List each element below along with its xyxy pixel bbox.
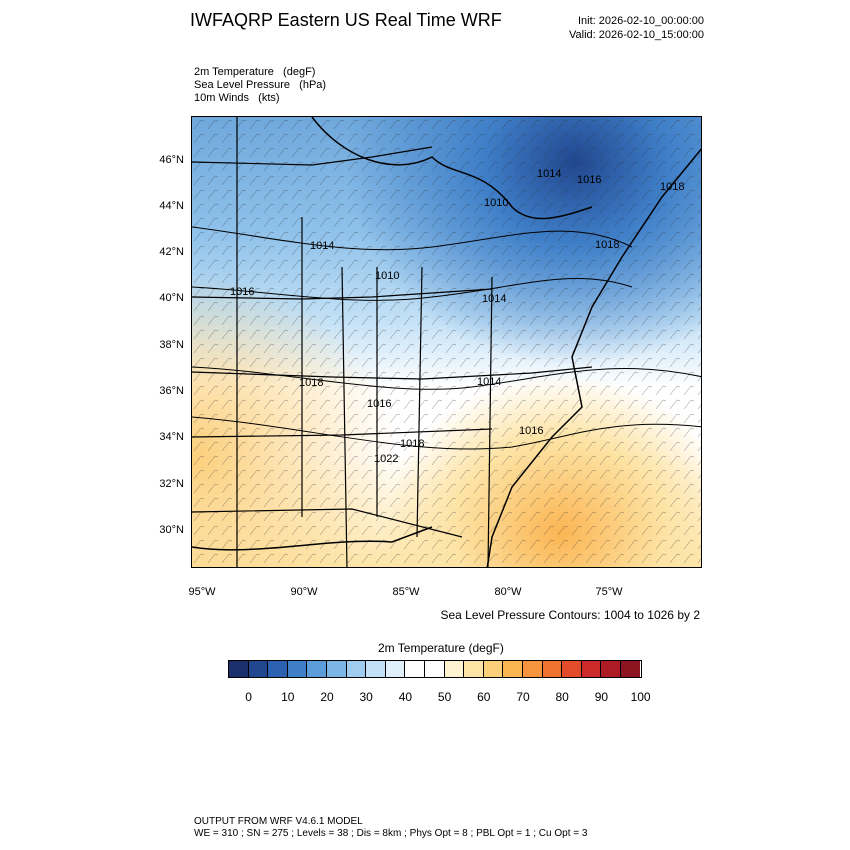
- colorbar-cell: [601, 661, 621, 677]
- contour-label: 1016: [519, 425, 543, 437]
- map-title: IWFAQRP Eastern US Real Time WRF: [190, 10, 502, 30]
- lon-tick-label: 80°W: [494, 586, 522, 598]
- colorbar-label: 90: [594, 690, 609, 704]
- lat-tick-label: 32°N: [159, 478, 184, 490]
- field-winds: 10m Winds (kts): [194, 92, 280, 104]
- model-footer: OUTPUT FROM WRF V4.6.1 MODEL WE = 310 ; …: [194, 816, 587, 840]
- lat-tick-label: 38°N: [159, 339, 184, 351]
- field-pressure: Sea Level Pressure (hPa): [194, 79, 327, 91]
- lon-tick-label: 95°W: [188, 586, 216, 598]
- lon-tick-label: 85°W: [392, 586, 420, 598]
- colorbar-cell: [287, 661, 308, 677]
- colorbar-label: 50: [437, 690, 452, 704]
- colorbar-cell: [483, 661, 504, 677]
- contour-label: 1022: [374, 453, 398, 465]
- footer-line-1: OUTPUT FROM WRF V4.6.1 MODEL: [194, 816, 363, 827]
- map-canvas: 1014 1016 1018 1010 1014 1018 1016 1010 …: [192, 117, 701, 567]
- colorbar: [228, 660, 642, 678]
- lat-tick-label: 44°N: [159, 200, 184, 212]
- colorbar-cell: [268, 661, 288, 677]
- colorbar-cell: [522, 661, 543, 677]
- field-list: 2m Temperature (degF) Sea Level Pressure…: [194, 66, 326, 105]
- pressure-contours: [192, 226, 701, 450]
- contour-label: 1018: [660, 181, 684, 193]
- colorbar-label: 30: [359, 690, 373, 704]
- colorbar-cell: [385, 661, 406, 677]
- lat-tick-label: 36°N: [159, 385, 184, 397]
- lon-tick-label: 75°W: [595, 586, 623, 598]
- colorbar-cell: [229, 661, 249, 677]
- coastline: [192, 117, 701, 567]
- contour-label: 1014: [482, 293, 506, 305]
- colorbar-label: 20: [320, 690, 334, 704]
- colorbar-label: 10: [281, 690, 295, 704]
- colorbar-cell: [503, 661, 523, 677]
- field-temperature: 2m Temperature (degF): [194, 66, 316, 78]
- contour-label: 1016: [367, 398, 391, 410]
- contour-label: 1016: [230, 286, 254, 298]
- wind-barbs: [192, 117, 701, 567]
- lat-tick-label: 34°N: [159, 431, 184, 443]
- lat-tick-label: 40°N: [159, 292, 184, 304]
- contour-label: 1016: [577, 174, 601, 186]
- contour-label: 1018: [400, 438, 424, 450]
- colorbar-cell: [405, 661, 425, 677]
- contour-label: 1018: [299, 377, 323, 389]
- weather-map: 1014 1016 1018 1010 1014 1018 1016 1010 …: [191, 116, 702, 568]
- colorbar-label: 100: [630, 690, 651, 704]
- colorbar-cell: [464, 661, 484, 677]
- footer-line-2: WE = 310 ; SN = 275 ; Levels = 38 ; Dis …: [194, 828, 588, 839]
- colorbar-cell: [581, 661, 602, 677]
- colorbar-label: 60: [477, 690, 491, 704]
- lat-tick-label: 46°N: [159, 154, 184, 166]
- valid-time: Valid: 2026-02-10_15:00:00: [569, 29, 704, 41]
- colorbar-cell: [346, 661, 367, 677]
- colorbar-title: 2m Temperature (degF): [378, 641, 504, 655]
- colorbar-label: 0: [245, 690, 252, 704]
- contour-info: Sea Level Pressure Contours: 1004 to 102…: [440, 608, 701, 622]
- colorbar-label: 80: [555, 690, 569, 704]
- colorbar-cell: [444, 661, 465, 677]
- contour-label: 1018: [595, 239, 619, 251]
- colorbar-cell: [542, 661, 563, 677]
- colorbar-cell: [562, 661, 582, 677]
- contour-label: 1010: [484, 197, 508, 209]
- colorbar-cell: [424, 661, 445, 677]
- colorbar-cell: [366, 661, 386, 677]
- init-time: Init: 2026-02-10_00:00:00: [578, 15, 704, 27]
- contour-label: 1014: [310, 240, 334, 252]
- lat-tick-label: 30°N: [159, 524, 184, 536]
- state-borders: [192, 117, 593, 567]
- timestamp-block: Init: 2026-02-10_00:00:00 Valid: 2026-02…: [569, 14, 704, 42]
- colorbar-cell: [326, 661, 347, 677]
- colorbar-cell: [248, 661, 269, 677]
- contour-label: 1010: [375, 270, 399, 282]
- contour-label: 1014: [537, 168, 561, 180]
- lon-tick-label: 90°W: [290, 586, 318, 598]
- colorbar-cell: [620, 661, 641, 677]
- colorbar-label: 40: [398, 690, 413, 704]
- contour-label: 1014: [477, 376, 501, 388]
- lat-tick-label: 42°N: [159, 246, 184, 258]
- colorbar-label: 70: [516, 690, 530, 704]
- colorbar-cell: [307, 661, 327, 677]
